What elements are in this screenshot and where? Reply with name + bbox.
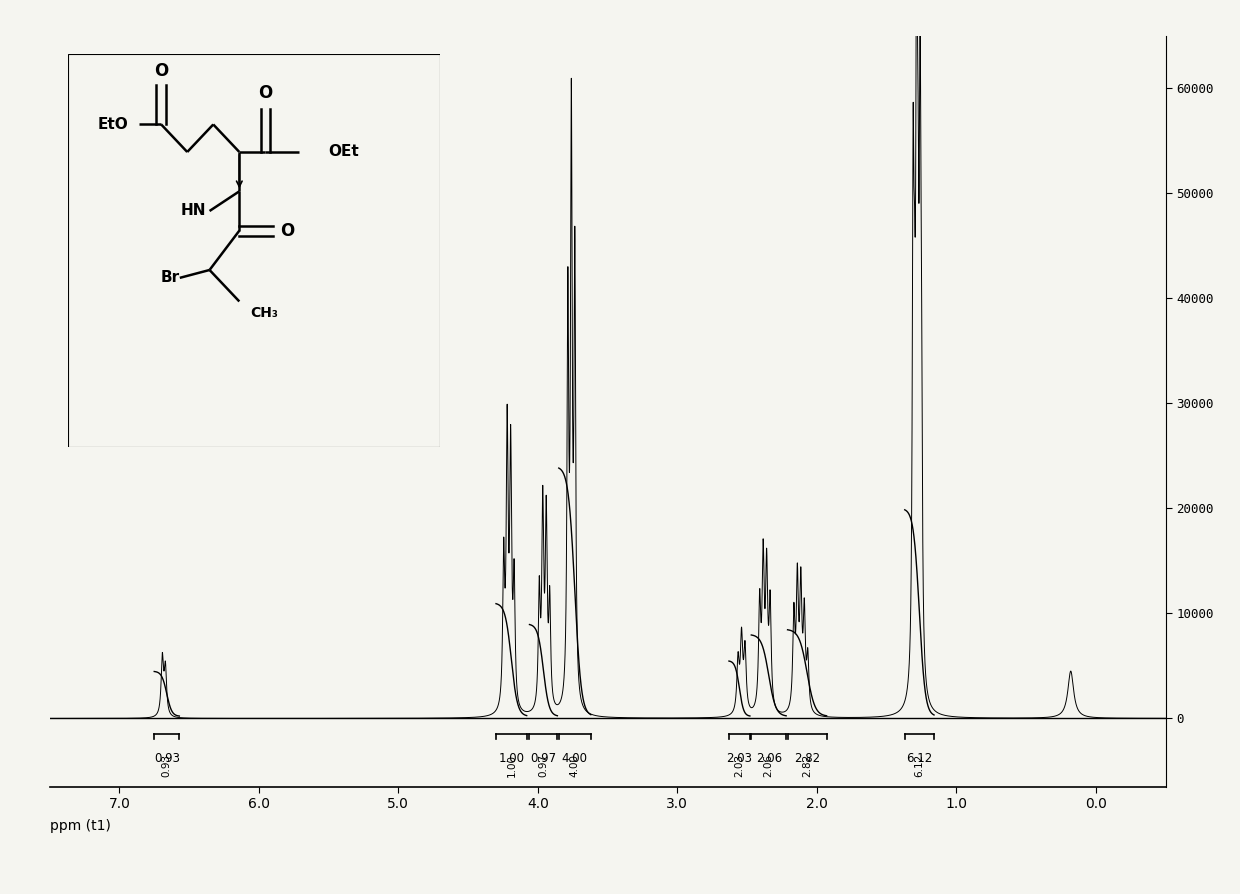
Text: 4.00: 4.00: [570, 755, 580, 777]
Text: CH₃: CH₃: [250, 307, 278, 320]
Text: 0.97: 0.97: [538, 755, 548, 777]
Text: 2.06: 2.06: [764, 755, 774, 777]
Text: HN: HN: [180, 204, 206, 218]
Text: 2.03: 2.03: [727, 752, 753, 765]
Text: 2.82: 2.82: [794, 752, 820, 765]
Text: OEt: OEt: [329, 145, 360, 159]
Text: O: O: [154, 63, 169, 80]
Text: 0.97: 0.97: [531, 752, 557, 765]
Text: 6.12: 6.12: [914, 755, 924, 778]
Text: Br: Br: [161, 270, 180, 285]
Text: 4.00: 4.00: [562, 752, 588, 765]
X-axis label: ppm (t1): ppm (t1): [50, 820, 110, 833]
Text: 0.93: 0.93: [154, 752, 180, 765]
Text: O: O: [258, 84, 273, 102]
Text: 1.00: 1.00: [506, 755, 516, 777]
Text: EtO: EtO: [98, 117, 129, 132]
Text: 6.12: 6.12: [906, 752, 932, 765]
Text: 0.93: 0.93: [161, 755, 172, 777]
Text: 2.82: 2.82: [802, 755, 812, 778]
Text: O: O: [280, 222, 295, 240]
Text: 1.00: 1.00: [498, 752, 525, 765]
Text: 2.03: 2.03: [734, 755, 744, 777]
Text: 2.06: 2.06: [755, 752, 781, 765]
